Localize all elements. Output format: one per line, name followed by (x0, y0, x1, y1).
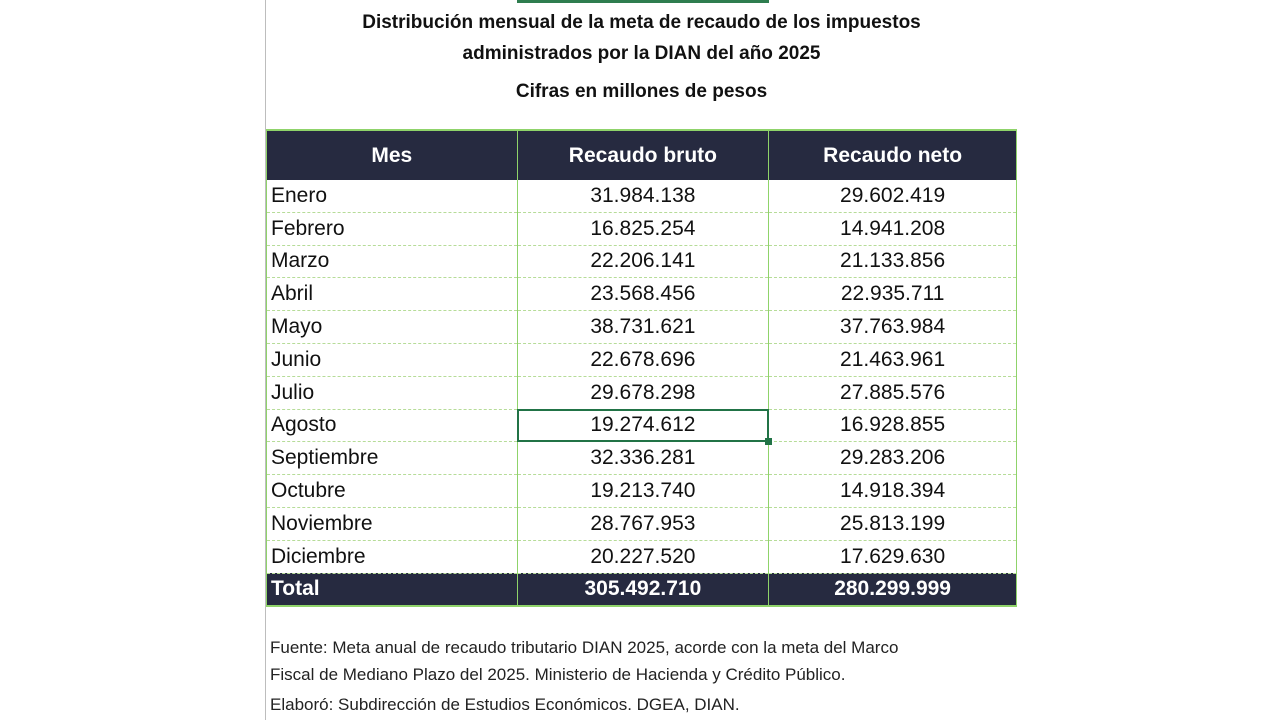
recaudo-bruto-cell[interactable]: 19.213.740 (516, 474, 770, 508)
table-row: Abril 23.568.456 22.935.711 (266, 277, 1017, 312)
month-cell[interactable]: Abril (266, 277, 518, 312)
total-label-cell[interactable]: Total (266, 573, 518, 608)
total-neto-cell[interactable]: 280.299.999 (768, 573, 1017, 608)
month-cell[interactable]: Octubre (266, 474, 518, 508)
recaudo-bruto-cell[interactable]: 19.274.612 (516, 409, 773, 445)
footer-source-line1: Fuente: Meta anual de recaudo tributario… (270, 638, 899, 657)
footer-source-line2: Fiscal de Mediano Plazo del 2025. Minist… (270, 665, 846, 684)
recaudo-neto-cell[interactable]: 14.918.394 (768, 474, 1017, 508)
recaudo-bruto-cell[interactable]: 38.731.621 (516, 310, 770, 344)
table-title-line2: administrados por la DIAN del año 2025 (462, 43, 821, 64)
recaudo-bruto-cell[interactable]: 22.678.696 (516, 343, 770, 377)
table-row: Diciembre 20.227.520 17.629.630 (266, 540, 1017, 574)
header-row: Mes Recaudo bruto Recaudo neto (266, 129, 1017, 180)
recaudo-bruto-cell[interactable]: 23.568.456 (516, 277, 770, 312)
recaudo-bruto-cell[interactable]: 31.984.138 (516, 180, 770, 213)
table-row: Octubre 19.213.740 14.918.394 (266, 474, 1017, 508)
column-header-neto[interactable]: Recaudo neto (768, 129, 1017, 180)
table-row: Noviembre 28.767.953 25.813.199 (266, 507, 1017, 541)
recaudo-neto-cell[interactable]: 29.283.206 (768, 441, 1017, 476)
revenue-table: Mes Recaudo bruto Recaudo neto Enero 31.9… (266, 129, 1017, 608)
recaudo-bruto-cell[interactable]: 32.336.281 (516, 441, 770, 476)
total-bruto-cell[interactable]: 305.492.710 (516, 573, 770, 608)
table-row: Marzo 22.206.141 21.133.856 (266, 245, 1017, 279)
table-row: Junio 22.678.696 21.463.961 (266, 343, 1017, 377)
month-cell[interactable]: Mayo (266, 310, 518, 344)
month-cell[interactable]: Enero (266, 180, 518, 213)
recaudo-bruto-cell[interactable]: 20.227.520 (516, 540, 770, 574)
column-header-mes[interactable]: Mes (266, 129, 518, 180)
recaudo-bruto-cell[interactable]: 16.825.254 (516, 212, 770, 246)
recaudo-neto-cell[interactable]: 25.813.199 (768, 507, 1017, 541)
table-row: Julio 29.678.298 27.885.576 (266, 376, 1017, 410)
recaudo-neto-cell[interactable]: 17.629.630 (768, 540, 1017, 574)
month-cell[interactable]: Agosto (266, 409, 518, 443)
total-row: Total 305.492.710 280.299.999 (266, 573, 1017, 608)
footer-author: Elaboró: Subdirección de Estudios Económ… (270, 695, 740, 714)
selected-column-indicator (517, 0, 769, 3)
table-title-line1: Distribución mensual de la meta de recau… (362, 12, 921, 33)
table-row: Enero 31.984.138 29.602.419 (266, 180, 1017, 213)
table-row: Septiembre 32.336.281 29.283.206 (266, 441, 1017, 476)
recaudo-bruto-cell[interactable]: 29.678.298 (516, 376, 770, 410)
month-cell[interactable]: Julio (266, 376, 518, 410)
recaudo-bruto-cell[interactable]: 28.767.953 (516, 507, 770, 541)
recaudo-neto-cell[interactable]: 14.941.208 (768, 212, 1017, 246)
month-cell[interactable]: Noviembre (266, 507, 518, 541)
month-cell[interactable]: Marzo (266, 245, 518, 279)
recaudo-neto-cell[interactable]: 37.763.984 (768, 310, 1017, 344)
column-header-bruto[interactable]: Recaudo bruto (516, 129, 770, 180)
month-cell[interactable]: Septiembre (266, 441, 518, 476)
spreadsheet: Distribución mensual de la meta de recau… (265, 0, 1017, 720)
month-cell[interactable]: Junio (266, 343, 518, 377)
recaudo-neto-cell[interactable]: 16.928.855 (768, 409, 1017, 443)
recaudo-neto-cell[interactable]: 22.935.711 (768, 277, 1017, 312)
recaudo-neto-cell[interactable]: 27.885.576 (768, 376, 1017, 410)
table-row: Febrero 16.825.254 14.941.208 (266, 212, 1017, 246)
table-subtitle: Cifras en millones de pesos (515, 81, 768, 102)
month-cell[interactable]: Diciembre (266, 540, 518, 574)
recaudo-neto-cell[interactable]: 21.133.856 (768, 245, 1017, 279)
recaudo-bruto-cell[interactable]: 22.206.141 (516, 245, 770, 279)
recaudo-neto-cell[interactable]: 29.602.419 (768, 180, 1017, 213)
month-cell[interactable]: Febrero (266, 212, 518, 246)
table-row: Agosto 19.274.612 16.928.855 (266, 409, 1017, 445)
recaudo-neto-cell[interactable]: 21.463.961 (768, 343, 1017, 377)
table-row: Mayo 38.731.621 37.763.984 (266, 310, 1017, 344)
